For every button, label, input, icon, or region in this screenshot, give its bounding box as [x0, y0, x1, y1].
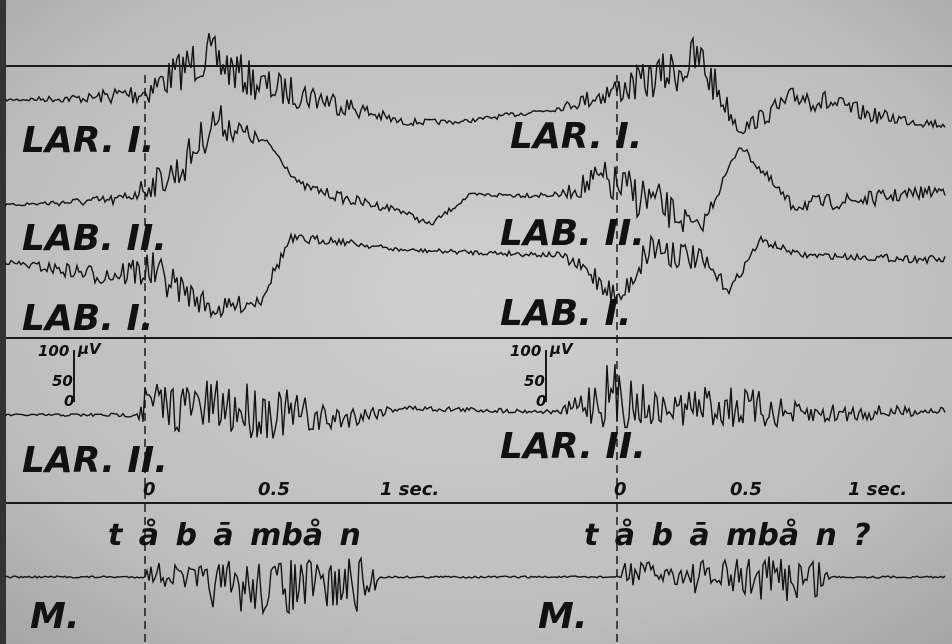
scale-label: 0 — [64, 392, 74, 410]
edge — [0, 0, 6, 644]
scale-label: μV — [549, 340, 574, 358]
time-label: 1 sec. — [380, 479, 439, 500]
channel-label: LAB. II. — [22, 218, 167, 259]
mic-label: M. — [538, 596, 588, 637]
scale-label: 100 — [38, 342, 69, 360]
channel-label: LAB. I. — [500, 293, 632, 334]
channel-label: LAR. II. — [500, 426, 646, 467]
scale-label: 50 — [524, 372, 545, 390]
channel-label: LAB. II. — [500, 213, 645, 254]
transcription: t å b ā mbå n ? — [584, 518, 871, 553]
scale-label: 50 — [52, 372, 73, 390]
figure: LAR. I. LAB. II. LAB. I. LAR. II. 100 50 0 μV 0 0… — [0, 0, 952, 644]
channel-label: LAR. II. — [22, 440, 168, 481]
time-label: 0 — [614, 479, 627, 500]
time-label: 0 — [143, 479, 156, 500]
scale-label: 0 — [536, 392, 546, 410]
mic-label: M. — [30, 596, 80, 637]
time-label: 0.5 — [730, 479, 762, 500]
channel-label: LAB. I. — [22, 298, 154, 339]
transcription: t å b ā mbå n — [108, 518, 361, 553]
channel-label: LAR. I. — [510, 116, 642, 157]
scale-label: μV — [77, 340, 102, 358]
time-label: 1 sec. — [848, 479, 907, 500]
channel-label: LAR. I. — [22, 120, 154, 161]
scale-label: 100 — [510, 342, 541, 360]
time-label: 0.5 — [258, 479, 290, 500]
